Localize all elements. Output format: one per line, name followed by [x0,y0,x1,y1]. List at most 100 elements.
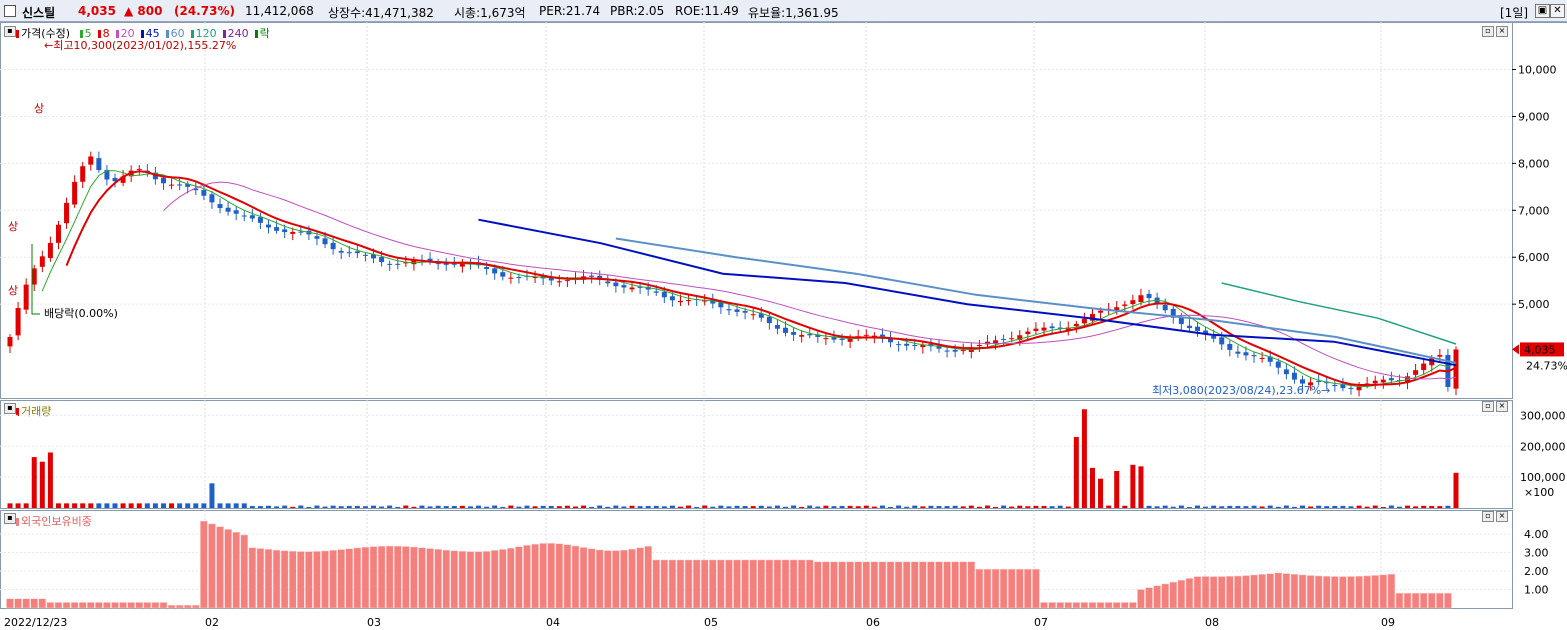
volume-bar [338,506,344,508]
candle-body [249,215,255,219]
pane-minimize-icon[interactable]: ▫ [1482,401,1494,412]
volume-bar [1332,505,1338,508]
foreign-bar [943,561,951,609]
candle-body [193,188,199,191]
candle-body [274,227,280,231]
foreign-bar [959,561,967,609]
volume-bar [354,505,360,508]
volume-bar [1009,506,1015,508]
candle-body [201,189,207,196]
candle-body [39,256,45,267]
foreign-bar [1395,592,1404,609]
pane-close-icon[interactable]: × [1496,26,1508,37]
candle-body [290,231,296,234]
volume-bar [920,506,926,508]
foreign-bar [1096,602,1105,609]
volume-bar [39,461,45,508]
foreign-bar [1436,592,1444,609]
foreign-bar [814,561,822,609]
candle-body [871,335,877,337]
volume-bar [427,506,433,508]
foreign-bar [838,561,846,609]
volume-bar [694,507,700,508]
volume-bar [540,505,546,508]
pane-frame [0,400,1513,509]
x-tick-label: 05 [704,616,718,629]
select-checkbox[interactable] [4,5,16,17]
volume-bar [1445,505,1451,508]
ma-legend-label: 20 [120,27,135,40]
volume-bar [960,506,966,508]
ma-legend-label: 120 [195,27,217,40]
volume-bar [613,505,619,508]
volume-bar [548,505,554,508]
volume-bar [1421,505,1427,508]
foreign-bar [1290,574,1299,609]
volume-bar [387,505,393,508]
foreign-bar [700,559,709,609]
foreign-bar [1072,602,1081,609]
volume-bar [1114,470,1120,508]
volume-bar [411,506,417,508]
foreign-bar [692,559,701,609]
volume-bar [1291,506,1297,508]
candle-body [185,183,191,187]
pane-close-icon[interactable]: × [1496,511,1508,522]
candle-body [669,296,675,301]
foreign-bar [192,604,200,609]
foreign-bar [1403,592,1412,609]
candle-body [257,217,263,223]
volume-bar [1081,409,1087,508]
foreign-bar [466,551,475,609]
pane-menu-icon[interactable]: ▪ [4,513,16,524]
foreign-bar [1048,602,1056,609]
candle-body [104,169,110,180]
foreign-bar [935,561,943,609]
foreign-bar [248,547,257,609]
ma-legend-label: 45 [145,27,160,40]
pane-minimize-icon[interactable]: ▫ [1482,511,1494,522]
close-icon[interactable]: ✕ [1550,4,1565,18]
volume-bar [799,506,805,508]
candle-body [1025,331,1031,335]
candle-body [459,263,465,267]
candle-body [160,177,166,184]
volume-bar [459,505,465,508]
volume-bar [1308,506,1314,508]
foreign-bar [1242,575,1250,609]
volume-legend: 거래량 [16,403,54,419]
foreign-bar [361,546,370,609]
volume-bar [395,506,401,508]
candle-body [120,176,126,183]
pane-minimize-icon[interactable]: ▫ [1482,26,1494,37]
period-selector[interactable]: [1일] [1500,6,1529,20]
ma-line-120 [1221,282,1457,345]
volume-bar [1033,505,1039,508]
candle-body [1098,310,1104,313]
volume-bar [500,507,506,508]
foreign-bar [345,548,354,609]
foreign-bar [151,602,160,609]
pane-menu-icon[interactable]: ▪ [4,26,16,37]
foreign-bar [458,551,467,609]
candle-body [1332,384,1338,386]
dividend-marker [31,244,40,315]
foreign-bar [1040,602,1048,609]
foreign-bar [636,547,644,609]
pane-close-icon[interactable]: × [1496,401,1508,412]
foreign-bar [668,559,677,609]
foreign-bar [482,551,491,609]
pane-menu-icon[interactable]: ▪ [4,403,16,414]
volume-tick-label: 300,000 [1520,409,1566,422]
candle-body [920,345,926,348]
candle-body [661,291,667,298]
restore-icon[interactable]: ▣ [1535,4,1550,18]
candle-body [64,202,70,224]
candle-body [1033,328,1039,331]
candle-body [774,324,780,329]
volume-bar [492,505,498,508]
candle-body [379,257,385,263]
foreign-bar [1088,602,1097,609]
volume-bar [742,506,748,508]
foreign-bar [886,561,895,609]
